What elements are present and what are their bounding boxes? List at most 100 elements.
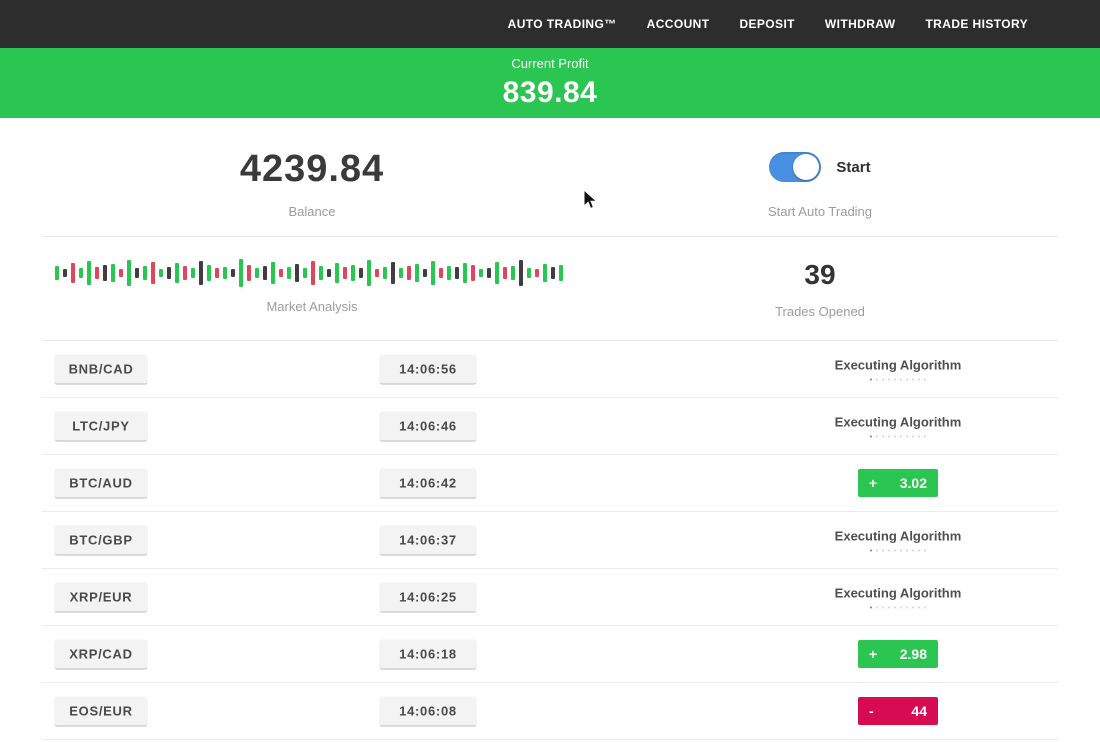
time-chip[interactable]: 14:06:56: [380, 354, 476, 384]
market-bar: [287, 267, 291, 279]
pair-chip[interactable]: BTC/GBP: [55, 525, 147, 555]
market-bar: [191, 268, 195, 278]
market-bar: [127, 260, 131, 286]
market-bar: [311, 261, 315, 285]
progress-dot-icon: [906, 378, 908, 381]
trade-status: Executing Algorithm: [798, 529, 998, 552]
balance-value: 4239.84: [239, 148, 385, 190]
profit-banner-label: Current Profit: [511, 56, 589, 71]
progress-dot-icon: [882, 606, 884, 609]
market-bar: [255, 268, 259, 278]
market-bar: [111, 264, 115, 282]
market-bar: [263, 266, 267, 280]
market-bar: [383, 267, 387, 279]
executing-label: Executing Algorithm: [834, 414, 962, 430]
progress-dot-icon: [918, 606, 920, 609]
trade-row: BTC/AUD 14:06:42 +3.02: [42, 455, 1058, 512]
pair-chip[interactable]: LTC/JPY: [55, 411, 147, 441]
progress-dots: [798, 549, 998, 552]
market-bar: [367, 260, 371, 286]
market-bar: [479, 269, 483, 277]
time-chip[interactable]: 14:06:37: [380, 525, 476, 555]
progress-dots: [798, 606, 998, 609]
market-bar: [343, 267, 347, 279]
progress-dot-icon: [912, 549, 914, 552]
market-bar: [63, 269, 67, 277]
pair-chip[interactable]: BTC/AUD: [55, 468, 147, 498]
market-bar: [295, 264, 299, 282]
progress-dot-icon: [870, 606, 872, 609]
nav-withdraw[interactable]: WITHDRAW: [824, 17, 896, 31]
time-chip[interactable]: 14:06:25: [380, 582, 476, 612]
market-bar: [215, 268, 219, 278]
pair-chip[interactable]: XRP/EUR: [55, 582, 147, 612]
market-bar: [487, 268, 491, 278]
progress-dot-icon: [876, 549, 878, 552]
time-chip[interactable]: 14:06:42: [380, 468, 476, 498]
trades-opened-block: 39 Trades Opened: [582, 237, 1058, 340]
trade-row: LTC/JPY 14:06:46 Executing Algorithm: [42, 398, 1058, 455]
market-bar: [535, 269, 539, 277]
market-bar: [167, 267, 171, 279]
trade-row: XRP/EUR 14:06:25 Executing Algorithm: [42, 569, 1058, 626]
result-sign: +: [869, 475, 878, 491]
trade-status: +3.02: [798, 469, 998, 497]
auto-trading-toggle[interactable]: [769, 152, 822, 182]
time-chip[interactable]: 14:06:46: [380, 411, 476, 441]
progress-dot-icon: [918, 378, 920, 381]
market-bar: [551, 267, 555, 279]
toggle-knob-icon[interactable]: [793, 154, 820, 180]
market-bar: [279, 269, 283, 277]
progress-dot-icon: [918, 549, 920, 552]
market-bar: [519, 260, 523, 286]
progress-dot-icon: [888, 435, 890, 438]
market-bar: [175, 263, 179, 283]
nav-account[interactable]: ACCOUNT: [646, 17, 710, 31]
trade-status: Executing Algorithm: [798, 358, 998, 381]
trades-list: BNB/CAD 14:06:56 Executing Algorithm LTC/JP…: [42, 341, 1058, 740]
progress-dot-icon: [888, 549, 890, 552]
time-chip[interactable]: 14:06:18: [380, 639, 476, 669]
nav-auto-trading[interactable]: AUTO TRADING™: [507, 17, 617, 31]
trade-status: Executing Algorithm: [798, 415, 998, 438]
market-bar: [351, 265, 355, 281]
market-bar: [223, 267, 227, 279]
nav-deposit[interactable]: DEPOSIT: [739, 17, 795, 31]
trade-row: BTC/GBP 14:06:37 Executing Algorithm: [42, 512, 1058, 569]
market-bar: [503, 267, 507, 279]
trade-status: Executing Algorithm: [798, 586, 998, 609]
market-bar: [455, 267, 459, 279]
result-sign: -: [869, 703, 874, 719]
market-bar: [87, 261, 91, 285]
market-bar: [95, 267, 99, 279]
progress-dot-icon: [906, 549, 908, 552]
market-bar: [159, 269, 163, 277]
nav-trade-history[interactable]: TRADE HISTORY: [925, 17, 1028, 31]
market-bar: [335, 263, 339, 283]
progress-dot-icon: [924, 549, 926, 552]
market-bar: [55, 266, 59, 280]
pair-chip[interactable]: BNB/CAD: [55, 354, 147, 384]
market-bar: [407, 266, 411, 280]
market-bar: [423, 269, 427, 277]
toggle-sublabel: Start Auto Trading: [767, 204, 873, 219]
progress-dot-icon: [912, 606, 914, 609]
time-chip[interactable]: 14:06:08: [380, 696, 476, 726]
market-bar: [439, 268, 443, 278]
pair-chip[interactable]: XRP/CAD: [55, 639, 147, 669]
pair-chip[interactable]: EOS/EUR: [55, 696, 147, 726]
result-sign: +: [869, 646, 878, 662]
auto-trading-toggle-block: Start Start Auto Trading: [582, 118, 1058, 236]
market-bar: [359, 268, 363, 278]
progress-dot-icon: [888, 606, 890, 609]
market-bar: [511, 266, 515, 280]
market-bar: [391, 262, 395, 284]
progress-dot-icon: [924, 378, 926, 381]
progress-dot-icon: [900, 378, 902, 381]
progress-dot-icon: [870, 549, 872, 552]
progress-dot-icon: [894, 378, 896, 381]
progress-dot-icon: [894, 549, 896, 552]
market-bar: [135, 268, 139, 278]
toggle-row: Start: [769, 152, 871, 182]
market-bar: [559, 265, 563, 281]
